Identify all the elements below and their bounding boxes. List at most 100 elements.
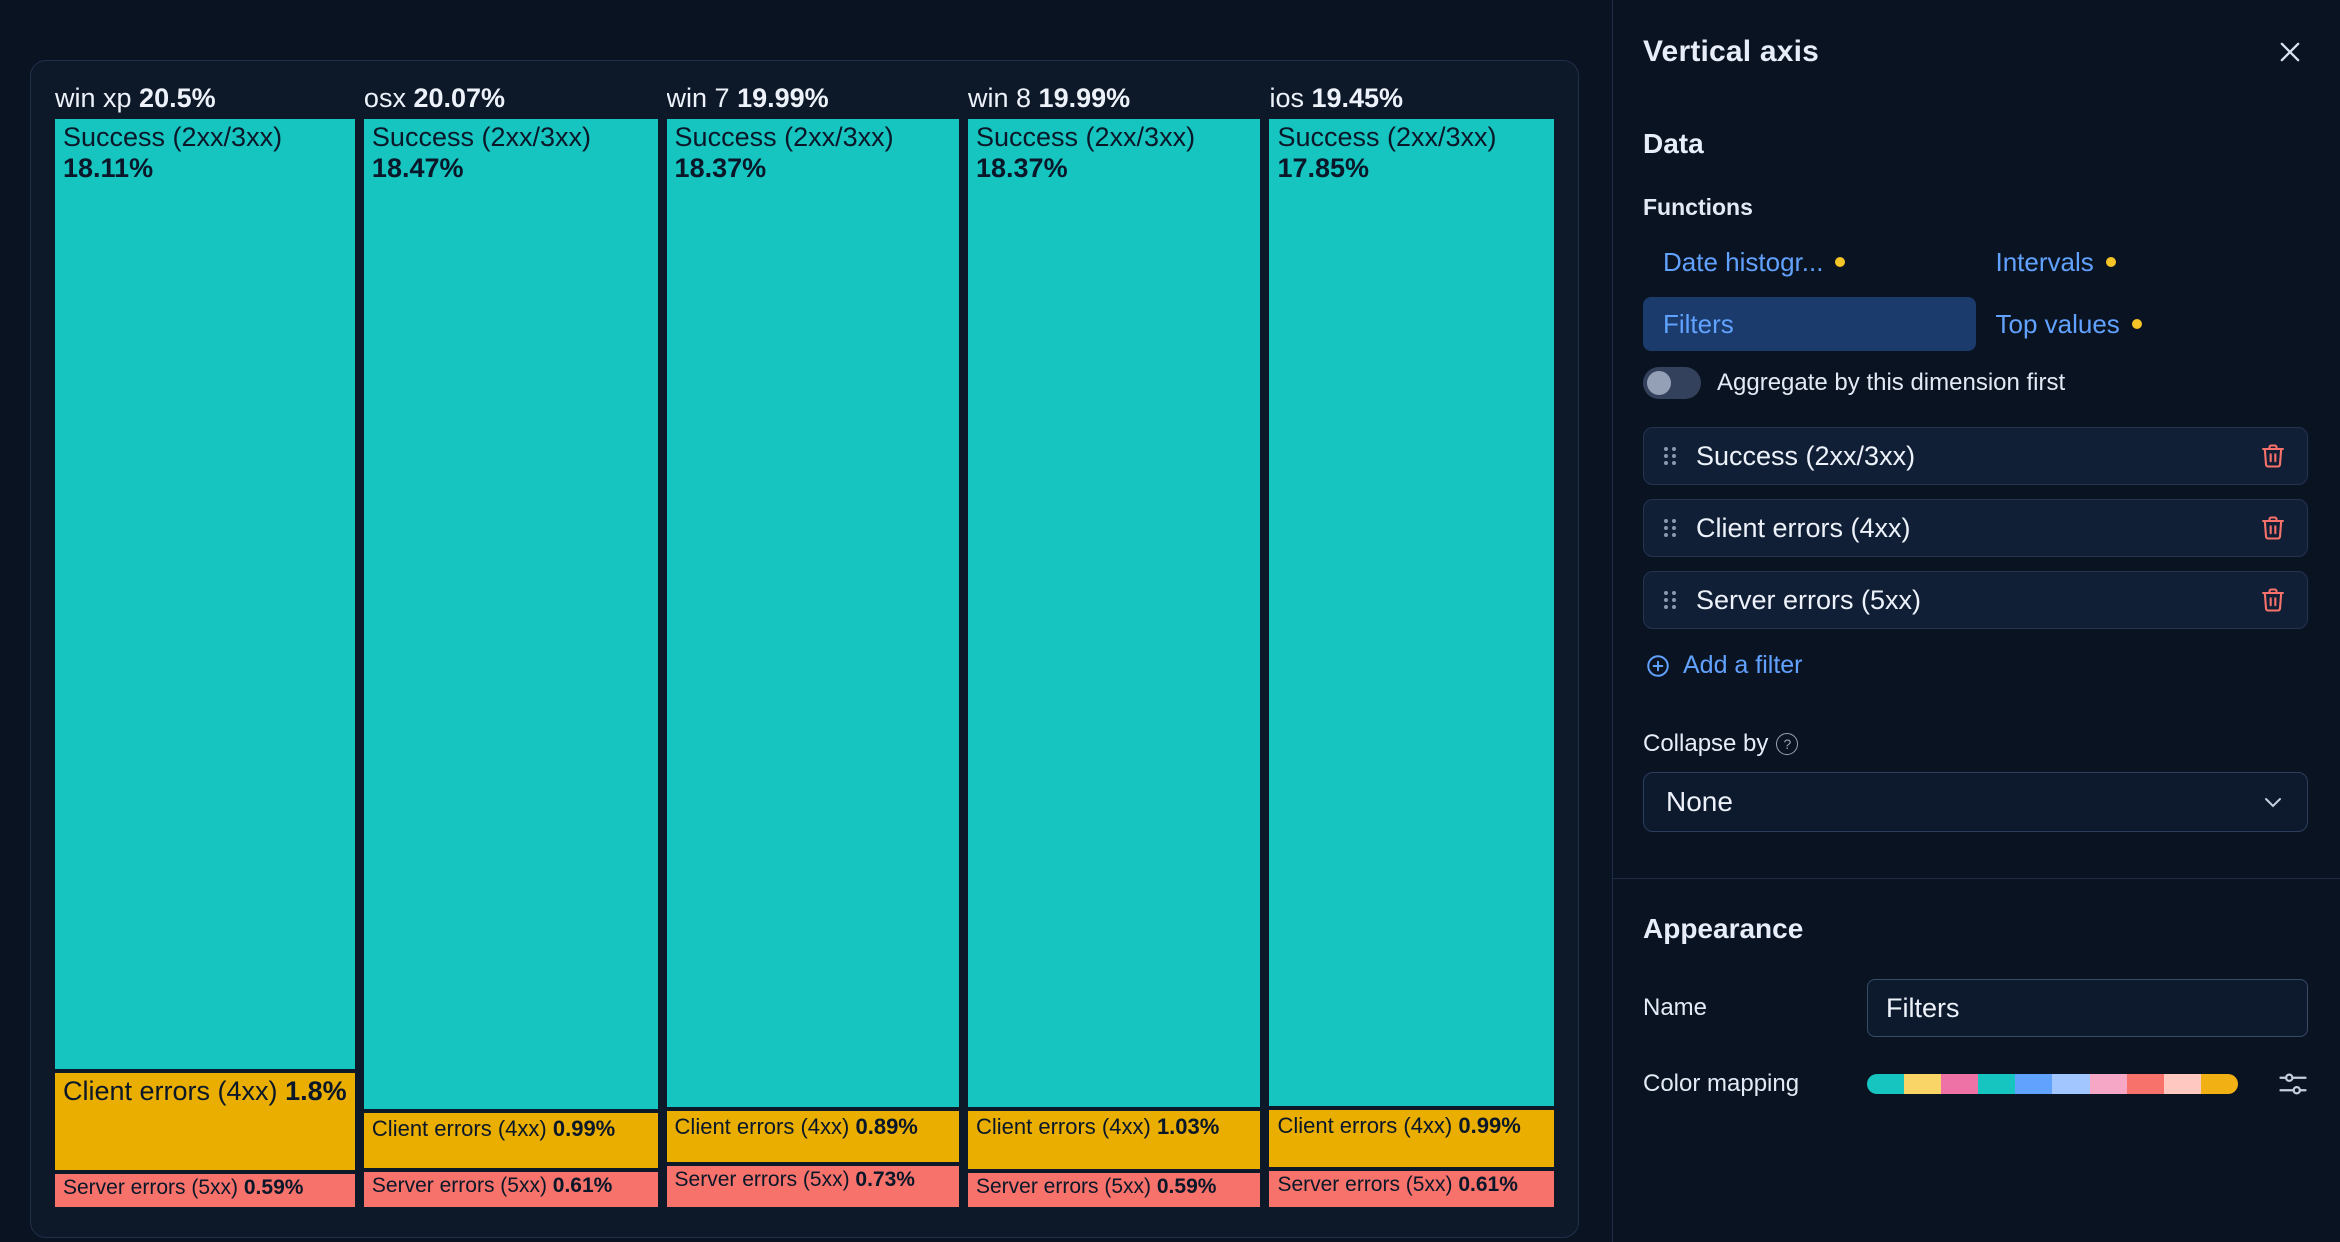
tile-server-errors[interactable]: Server errors (5xx) 0.61%: [1269, 1171, 1554, 1207]
column-name: win xp: [55, 83, 132, 113]
drag-handle-icon[interactable]: [1664, 447, 1676, 465]
panel-title: Vertical axis: [1643, 35, 1820, 68]
filter-label: Server errors (5xx): [1696, 584, 1922, 615]
column-pct: 19.45%: [1311, 83, 1404, 113]
tile-label: Server errors (5xx): [1277, 1173, 1453, 1197]
tile-label: Success (2xx/3xx): [371, 122, 591, 152]
column-pct: 20.5%: [139, 83, 216, 113]
collapse-by-label: Collapse by: [1643, 730, 1769, 757]
add-filter-label: Add a filter: [1683, 651, 1803, 679]
tile-client-errors[interactable]: Client errors (4xx) 1.03%: [968, 1111, 1261, 1170]
tile-label: Client errors (4xx): [371, 1115, 547, 1141]
name-label: Name: [1643, 994, 1708, 1021]
tile-label: Success (2xx/3xx): [1277, 122, 1497, 152]
tile-success[interactable]: Success (2xx/3xx) 18.37%: [666, 119, 959, 1108]
function-intervals[interactable]: Intervals: [1976, 235, 2309, 289]
delete-filter-icon[interactable]: [2259, 514, 2287, 542]
column-pct: 19.99%: [1038, 83, 1131, 113]
drag-handle-icon[interactable]: [1664, 591, 1676, 609]
function-dot-icon: [2105, 257, 2116, 267]
tile-pct: 0.99%: [552, 1115, 616, 1141]
column-header: ios 19.45%: [1269, 81, 1554, 119]
tile-pct: 0.61%: [552, 1174, 613, 1198]
tile-pct: 18.37%: [674, 152, 767, 183]
delete-filter-icon[interactable]: [2259, 586, 2287, 614]
filter-label: Success (2xx/3xx): [1696, 440, 1916, 471]
filter-row-client-errors[interactable]: Client errors (4xx): [1643, 499, 2308, 557]
tile-label: Server errors (5xx): [371, 1174, 547, 1198]
function-label: Filters: [1663, 308, 1734, 339]
toggle-thumb: [1647, 371, 1671, 395]
color-mapping-strip[interactable]: [1867, 1074, 2238, 1094]
plus-circle-icon: [1647, 654, 1669, 677]
aggregate-toggle-label: Aggregate by this dimension first: [1717, 369, 2066, 396]
tile-server-errors[interactable]: Server errors (5xx) 0.59%: [55, 1174, 355, 1207]
tile-label: Server errors (5xx): [63, 1176, 239, 1200]
drag-handle-icon[interactable]: [1664, 519, 1676, 537]
tile-client-errors[interactable]: Client errors (4xx) 0.89%: [666, 1111, 959, 1162]
name-input[interactable]: [1867, 979, 2308, 1037]
filter-row-success[interactable]: Success (2xx/3xx): [1643, 427, 2308, 485]
tile-server-errors[interactable]: Server errors (5xx) 0.73%: [666, 1165, 959, 1207]
column-tiles: Success (2xx/3xx) 18.37% Client errors (…: [968, 119, 1261, 1207]
mosaic-column-win-xp: win xp 20.5% Success (2xx/3xx) 18.11% Cl…: [55, 81, 355, 1207]
tile-pct: 18.47%: [371, 152, 464, 183]
function-date-histogram[interactable]: Date histogr...: [1643, 235, 1976, 289]
column-header: win xp 20.5%: [55, 81, 355, 119]
tile-success[interactable]: Success (2xx/3xx) 17.85%: [1269, 119, 1554, 1106]
color-mapping-label: Color mapping: [1643, 1070, 1800, 1097]
column-pct: 19.99%: [737, 83, 829, 113]
tile-server-errors[interactable]: Server errors (5xx) 0.61%: [363, 1172, 658, 1207]
column-tiles: Success (2xx/3xx) 18.47% Client errors (…: [363, 119, 658, 1207]
filter-label: Client errors (4xx): [1696, 512, 1911, 543]
column-name: win 8: [968, 83, 1032, 113]
column-name: osx: [363, 83, 406, 113]
function-filters[interactable]: Filters: [1643, 297, 1976, 351]
tile-label: Client errors (4xx): [674, 1114, 850, 1140]
column-header: osx 20.07%: [364, 81, 658, 119]
tile-client-errors[interactable]: Client errors (4xx) 1.8%: [55, 1073, 355, 1171]
tile-success[interactable]: Success (2xx/3xx) 18.11%: [55, 119, 355, 1070]
column-tiles: Success (2xx/3xx) 17.85% Client errors (…: [1269, 119, 1554, 1207]
functions-list: Date histogr... Intervals Filters Top va…: [1643, 235, 2308, 351]
help-icon[interactable]: ?: [1776, 733, 1799, 755]
function-top-values[interactable]: Top values: [1976, 297, 2309, 351]
tile-label: Success (2xx/3xx): [976, 122, 1196, 152]
function-label: Intervals: [1995, 246, 2094, 277]
tile-pct: 0.59%: [243, 1176, 304, 1200]
tile-pct: 17.85%: [1277, 152, 1370, 183]
tile-label: Client errors (4xx): [976, 1114, 1151, 1140]
aggregate-toggle[interactable]: [1643, 367, 1701, 399]
column-header: win 8 19.99%: [968, 81, 1260, 119]
functions-label: Functions: [1643, 194, 1753, 220]
close-icon[interactable]: [2272, 34, 2308, 70]
column-tiles: Success (2xx/3xx) 18.37% Client errors (…: [666, 119, 959, 1207]
collapse-by-select[interactable]: None: [1643, 772, 2308, 832]
vertical-axis-config-panel: Vertical axis Data Functions Date histog…: [1612, 0, 2340, 1242]
data-section-heading: Data: [1643, 128, 1704, 159]
mosaic-columns: win xp 20.5% Success (2xx/3xx) 18.11% Cl…: [55, 81, 1554, 1207]
tile-label: Server errors (5xx): [674, 1167, 850, 1191]
collapse-by-value: None: [1666, 786, 1733, 817]
mosaic-chart: win xp 20.5% Success (2xx/3xx) 18.11% Cl…: [30, 60, 1579, 1238]
tile-pct: 18.37%: [976, 152, 1068, 183]
tile-success[interactable]: Success (2xx/3xx) 18.47%: [363, 119, 658, 1109]
mosaic-column-win-7: win 7 19.99% Success (2xx/3xx) 18.37% Cl…: [666, 81, 959, 1207]
tile-pct: 0.99%: [1458, 1112, 1521, 1138]
tile-success[interactable]: Success (2xx/3xx) 18.37%: [968, 119, 1261, 1108]
delete-filter-icon[interactable]: [2259, 442, 2287, 470]
function-label: Date histogr...: [1663, 246, 1824, 277]
column-header: win 7 19.99%: [667, 81, 959, 119]
tile-client-errors[interactable]: Client errors (4xx) 0.99%: [363, 1112, 658, 1169]
column-tiles: Success (2xx/3xx) 18.11% Client errors (…: [55, 119, 355, 1207]
filter-row-server-errors[interactable]: Server errors (5xx): [1643, 571, 2308, 629]
tile-pct: 18.11%: [63, 152, 154, 183]
color-settings-icon[interactable]: [2278, 1069, 2308, 1099]
tile-server-errors[interactable]: Server errors (5xx) 0.59%: [968, 1173, 1261, 1207]
tile-client-errors[interactable]: Client errors (4xx) 0.99%: [1269, 1109, 1554, 1168]
add-filter-button[interactable]: Add a filter: [1645, 651, 1803, 680]
tile-label: Client errors (4xx): [1277, 1112, 1453, 1138]
function-dot-icon: [1835, 257, 1846, 267]
mosaic-column-win-8: win 8 19.99% Success (2xx/3xx) 18.37% Cl…: [968, 81, 1261, 1207]
